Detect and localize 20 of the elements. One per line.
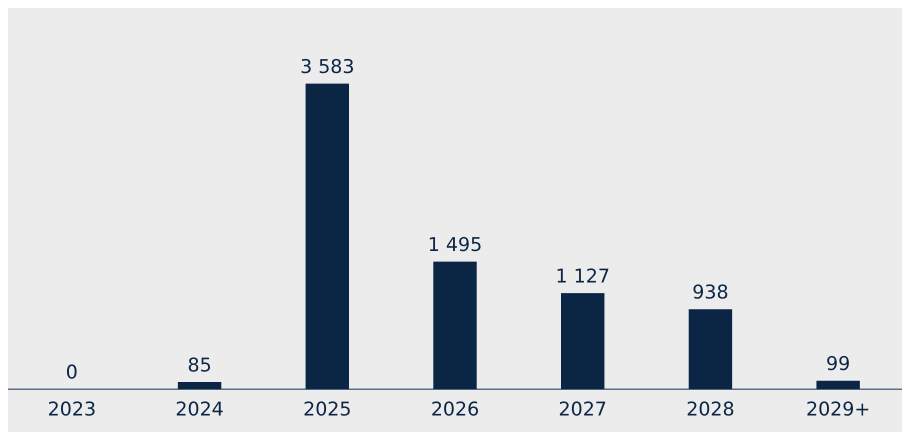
x-tick-label: 2026 — [430, 398, 480, 421]
data-label: 1 495 — [428, 234, 482, 256]
bar — [816, 380, 860, 390]
bar — [178, 382, 222, 390]
data-label: 938 — [692, 282, 729, 304]
x-tick-label: 2029+ — [806, 398, 870, 421]
data-label: 0 — [66, 362, 78, 384]
bar — [433, 262, 477, 390]
bar — [561, 293, 604, 390]
data-label: 85 — [187, 354, 212, 376]
x-tick-label: 2025 — [303, 398, 352, 421]
data-label: 99 — [826, 353, 850, 376]
x-tick-label: 2024 — [175, 398, 224, 421]
x-tick-label: 2027 — [558, 398, 607, 421]
bar — [688, 309, 732, 390]
data-label: 1 127 — [556, 266, 610, 288]
bar — [306, 84, 349, 390]
data-label: 3 583 — [300, 56, 354, 78]
x-tick-label: 2023 — [48, 398, 96, 421]
x-tick-label: 2028 — [686, 398, 735, 421]
